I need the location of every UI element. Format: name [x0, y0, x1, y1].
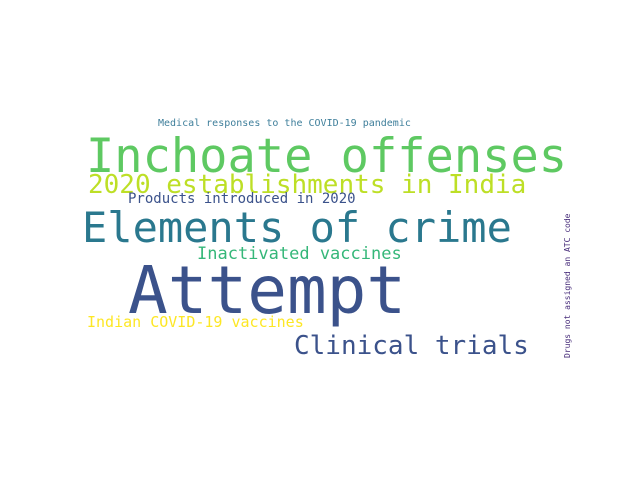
word-clinical-trials: Clinical trials [294, 331, 529, 361]
word-drugs-not-assigned-atc: Drugs not assigned an ATC code [563, 213, 572, 359]
word-medical-responses-covid: Medical responses to the COVID-19 pandem… [158, 118, 411, 129]
word-2020-establishments-india: 2020 establishments in India [88, 170, 527, 200]
word-products-introduced-2020: Products introduced in 2020 [128, 191, 356, 207]
word-elements-of-crime: Elements of crime [82, 203, 512, 252]
word-inchoate-offenses: Inchoate offenses [86, 129, 568, 184]
word-attempt: Attempt [128, 252, 407, 329]
word-indian-covid-vaccines: Indian COVID-19 vaccines [87, 313, 304, 331]
word-inactivated-vaccines: Inactivated vaccines [197, 244, 402, 264]
